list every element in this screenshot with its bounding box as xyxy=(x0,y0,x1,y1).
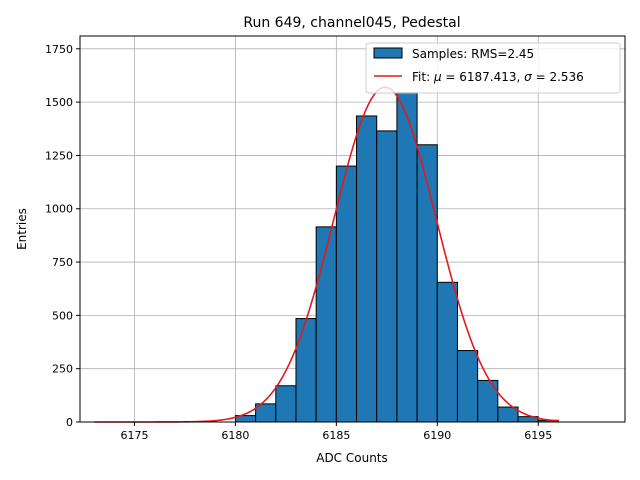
y-axis-label: Entries xyxy=(15,208,29,250)
x-tick-label: 6185 xyxy=(322,429,350,442)
histogram-bar xyxy=(335,165,358,423)
y-tick-label: 250 xyxy=(52,363,73,376)
y-tick-label: 750 xyxy=(52,256,73,269)
x-tick-label: 6195 xyxy=(524,429,552,442)
y-tick-label: 1500 xyxy=(45,96,73,109)
x-axis-ticks: 6175 6180 6185 6190 6195 xyxy=(121,422,552,442)
histogram-bar xyxy=(396,92,418,423)
legend-histogram-swatch xyxy=(373,47,403,59)
y-tick-label: 1750 xyxy=(45,43,73,56)
plot-frame xyxy=(79,35,626,423)
histogram-bar xyxy=(356,115,378,423)
legend: Samples: RMS=2.45 Fit: μ = 6187.413, σ =… xyxy=(365,42,621,94)
legend-box xyxy=(365,42,621,94)
x-axis-label: ADC Counts xyxy=(316,451,388,465)
histogram-bar xyxy=(436,281,458,423)
histogram-bar xyxy=(275,385,297,423)
x-tick-label: 6190 xyxy=(423,429,451,442)
x-tick-label: 6180 xyxy=(221,429,249,442)
legend-fit-label: Fit: μ = 6187.413, σ = 2.536 xyxy=(412,70,584,84)
y-tick-label: 500 xyxy=(52,309,73,322)
y-tick-label: 0 xyxy=(66,416,73,429)
y-tick-label: 1000 xyxy=(45,203,73,216)
histogram-bar xyxy=(376,130,398,423)
x-tick-label: 6175 xyxy=(121,429,149,442)
histogram-bar xyxy=(295,318,317,423)
histogram-bar xyxy=(477,379,499,423)
chart-title: Run 649, channel045, Pedestal xyxy=(243,15,460,31)
histogram-bar xyxy=(315,226,337,423)
y-axis-ticks: 0 250 500 750 1000 1250 1500 1750 xyxy=(45,43,80,429)
legend-histogram-label: Samples: RMS=2.45 xyxy=(412,47,534,61)
histogram-bar xyxy=(456,350,479,423)
y-tick-label: 1250 xyxy=(45,149,73,162)
histogram-bars xyxy=(234,92,559,423)
